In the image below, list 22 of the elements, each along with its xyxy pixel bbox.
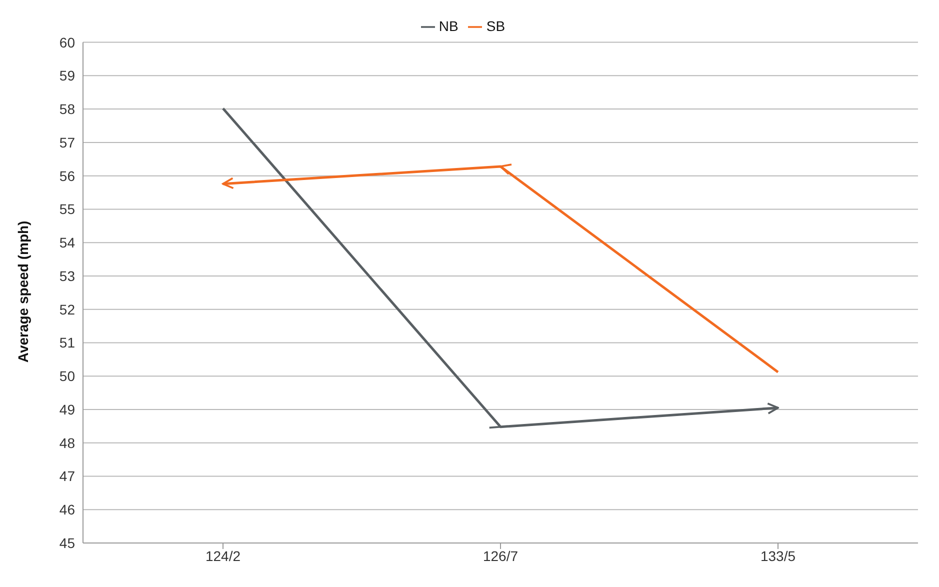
x-tick-label: 126/7	[482, 548, 518, 564]
y-tick-label: 52	[59, 301, 76, 318]
y-tick-label: 53	[59, 268, 76, 284]
x-tick-label: 124/2	[205, 548, 241, 564]
y-tick-label: 59	[59, 68, 76, 84]
y-tick-label: 56	[59, 168, 76, 184]
y-tick-label: 54	[59, 234, 76, 251]
y-tick-label: 58	[59, 101, 76, 118]
y-tick-label: 57	[59, 134, 76, 150]
y-tick-label: 49	[59, 401, 76, 418]
y-tick-label: 50	[59, 368, 76, 384]
y-tick-label: 47	[59, 468, 76, 484]
y-tick-label: 51	[59, 334, 76, 351]
y-tick-label: 46	[59, 502, 76, 518]
y-tick-label: 60	[59, 34, 76, 50]
y-axis-title: Average speed (mph)	[14, 220, 31, 363]
legend-label: NB	[438, 18, 458, 34]
y-tick-label: 55	[59, 201, 76, 218]
y-tick-label: 48	[59, 434, 76, 451]
y-tick-label: 45	[59, 534, 76, 551]
x-tick-label: 133/5	[760, 548, 796, 564]
legend-label: SB	[486, 18, 506, 34]
